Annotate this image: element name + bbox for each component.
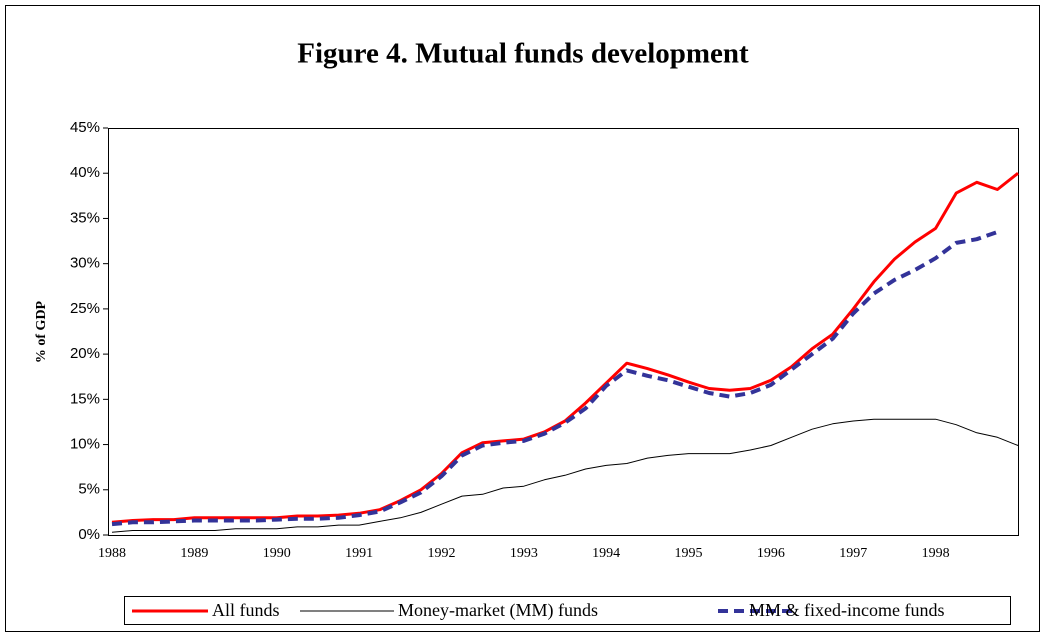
legend-label: MM & fixed-income funds: [749, 600, 944, 620]
x-tick-label: 1997: [839, 546, 867, 561]
y-tick-label: 30%: [70, 255, 100, 272]
chart-title: Figure 4. Mutual funds development: [297, 38, 749, 70]
legend-label: All funds: [212, 600, 280, 620]
x-tick-label: 1990: [263, 546, 291, 561]
y-tick-label: 0%: [78, 526, 100, 543]
y-tick-label: 10%: [70, 436, 100, 453]
x-tick-label: 1991: [345, 546, 373, 561]
data-line: [111, 418, 1019, 533]
x-tick-label: 1996: [757, 546, 785, 561]
y-tick-label: 15%: [70, 390, 100, 407]
legend-label: Money-market (MM) funds: [398, 600, 598, 621]
x-tick-label: 1998: [922, 546, 950, 561]
x-tick-label: 1992: [427, 546, 455, 561]
y-axis-title: % of GDP: [34, 300, 49, 363]
chart-border: [5, 5, 1040, 632]
data-line: [111, 172, 1019, 524]
x-tick-label: 1994: [592, 546, 620, 561]
plot-area: [108, 128, 1019, 536]
y-tick-label: 35%: [70, 209, 100, 226]
x-tick-label: 1995: [675, 546, 703, 561]
x-tick-label: 1993: [510, 546, 538, 561]
y-tick-label: 20%: [70, 345, 100, 362]
y-tick-label: 5%: [78, 481, 100, 498]
y-tick-label: 40%: [70, 164, 100, 181]
legend-box: [124, 596, 1011, 625]
x-tick-label: 1989: [180, 546, 208, 561]
y-tick-label: 25%: [70, 300, 100, 317]
data-line: [111, 230, 999, 527]
x-tick-label: 1988: [98, 546, 126, 561]
y-tick-label: 45%: [70, 119, 100, 136]
